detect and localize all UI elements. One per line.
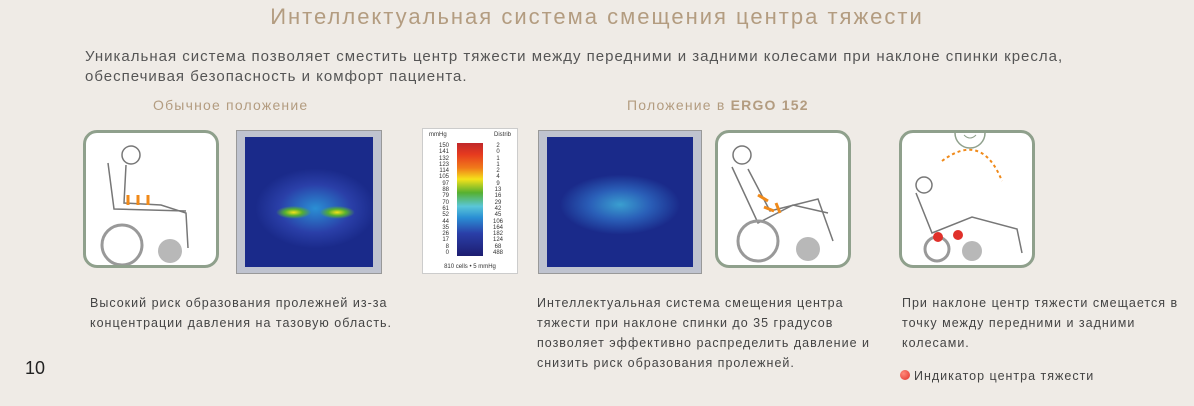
legend-distrib-value: 29 (494, 199, 502, 206)
legend-distrib-value: 4 (496, 174, 500, 181)
page-number: 10 (25, 358, 46, 378)
label-normal: Обычное положение (153, 97, 309, 113)
legend-mmhg-value: 70 (442, 199, 449, 206)
red-dot-icon (900, 370, 910, 380)
legend-mmhg-value: 44 (442, 218, 449, 225)
label-ergo-model: ERGO 152 (730, 97, 809, 113)
legend-distrib-value: 1 (496, 155, 500, 162)
desc-ergo: Интеллектуальная система смещения центра… (537, 296, 870, 370)
legend-mmhg-value: 105 (438, 174, 449, 181)
legend-mmhg-value: 61 (442, 205, 449, 212)
legend-mmhg-value: 141 (438, 149, 449, 156)
legend-distrib-value: 2 (496, 168, 500, 175)
legend-distrib-value: 16 (494, 193, 502, 200)
legend-mmhg-value: 17 (442, 237, 449, 244)
legend-mmhg-value: 52 (442, 212, 449, 219)
legend-distrib-value: 0 (496, 149, 500, 156)
legend-mmhg-value: 0 (445, 250, 449, 257)
pressure-map-ergo (538, 130, 702, 274)
indicator-legend: Индикатор центра тяжести (900, 366, 1094, 386)
pressure-legend: mmHg Distrib 150 141 132 123 114 105 97 88 79 70 61… (422, 128, 518, 274)
legend-distrib-value: 68 (494, 243, 502, 250)
chair-ergo-illustration (715, 130, 851, 268)
legend-mmhg-value: 88 (442, 187, 449, 194)
legend-mmhg-value: 114 (439, 168, 449, 175)
legend-distrib-value: 488 (492, 250, 503, 257)
wheelchair-tilted-icon (731, 145, 834, 263)
legend-mmhg-value: 35 (442, 224, 449, 231)
legend-mmhg-value: 97 (442, 180, 449, 187)
legend-distrib-value: 182 (492, 231, 503, 238)
legend-mmhg-value: 79 (442, 193, 449, 200)
legend-distrib-value: 45 (494, 212, 502, 219)
intro-text: Уникальная система позволяет сместить це… (85, 48, 1064, 85)
wheelchair-upright-icon (100, 145, 189, 267)
legend-right-header: Distrib (493, 132, 511, 138)
indicator-label: Индикатор центра тяжести (914, 369, 1095, 383)
legend-distrib-value: 106 (492, 218, 503, 225)
desc-normal: Высокий риск образования пролежней из-за… (90, 296, 393, 330)
chair-shift-illustration (899, 117, 1035, 268)
legend-mmhg-value: 8 (445, 243, 449, 250)
label-ergo-prefix: Положение в (627, 97, 726, 113)
chair-normal-illustration (83, 130, 219, 268)
legend-distrib-value: 9 (496, 180, 500, 187)
desc-shift: При наклоне центр тяжести смещается в то… (902, 296, 1179, 350)
legend-footer: 810 cells • 5 mmHg (444, 264, 496, 270)
legend-distrib-value: 164 (492, 224, 503, 231)
legend-distrib-value: 42 (494, 205, 502, 212)
legend-color-scale (457, 143, 483, 256)
pressure-map-normal (236, 130, 382, 274)
legend-mmhg-value: 132 (438, 155, 449, 162)
legend-distrib-value: 1 (496, 161, 500, 168)
legend-mmhg-value: 150 (438, 143, 449, 149)
legend-distrib-value: 13 (494, 187, 502, 194)
legend-mmhg-value: 123 (438, 161, 449, 168)
label-ergo: Положение в ERGO 152 (627, 97, 809, 113)
legend-left-header: mmHg (429, 132, 447, 138)
legend-distrib-value: 124 (492, 237, 503, 244)
legend-distrib-value: 2 (496, 143, 500, 149)
page-title: Интеллектуальная система смещения центра… (270, 4, 924, 29)
legend-mmhg-value: 26 (442, 231, 449, 238)
wheelchair-center-shift-icon (915, 117, 1023, 263)
